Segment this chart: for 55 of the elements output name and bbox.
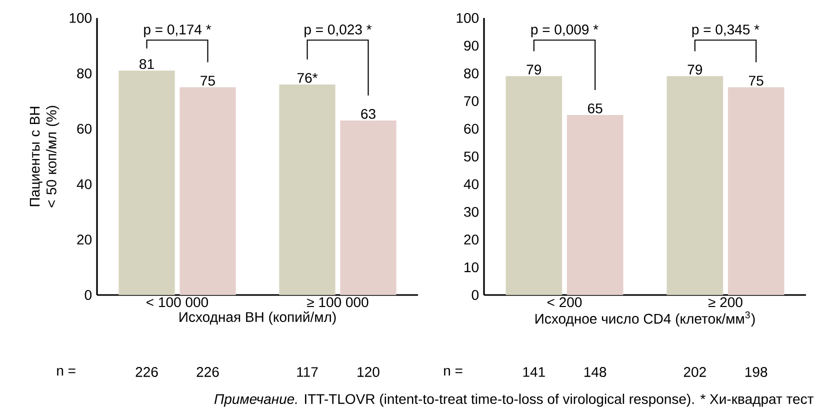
bar — [666, 76, 724, 295]
x-tick-label: < 100 000 — [146, 297, 208, 308]
data-label: 63 — [361, 108, 376, 119]
y-axis-title: Пациенты с ВН < 50 коп/мл (%) — [30, 106, 60, 208]
y-tick-label: 40 — [76, 179, 92, 190]
y-tick-label: 10 — [464, 262, 479, 272]
y-tick-label: 70 — [464, 96, 479, 106]
y-tick-label: 100 — [70, 13, 92, 23]
bar — [728, 87, 784, 295]
y-tick-label: 60 — [464, 124, 479, 134]
data-label: 65 — [588, 103, 602, 114]
annotation: p = 0,023 * — [304, 24, 372, 38]
text: n = — [444, 368, 462, 376]
x-axis-title: Исходная ВН (копий/мл) — [180, 311, 336, 325]
text: 120 — [358, 367, 380, 377]
data-label: 79 — [526, 64, 542, 75]
text: n = — [57, 368, 76, 376]
y-tick-label: 40 — [464, 179, 479, 190]
bar — [118, 70, 175, 295]
y-tick-label: 80 — [77, 68, 92, 78]
y-tick-label: 20 — [464, 234, 479, 245]
y-tick-label: 90 — [464, 40, 479, 51]
data-label: 76* — [297, 72, 318, 83]
y-tick-label: 60 — [77, 124, 92, 134]
x-tick-label: < 200 — [547, 297, 582, 308]
text: Примечание. ITT-TLOVR (intent-to-treat time-to-loss of virological response). * Хи-квадрат тест — [214, 394, 814, 407]
x-tick-label: ≥ 100 000 — [307, 297, 368, 308]
annotation: p = 0,174 * — [144, 24, 212, 38]
text: 202 — [684, 367, 706, 377]
bar — [279, 84, 336, 295]
text: 148 — [584, 367, 606, 377]
y-tick-label: 80 — [464, 68, 479, 78]
y-tick-label: 30 — [464, 206, 479, 217]
annotation: p = 0,009 * — [531, 24, 598, 38]
text: 198 — [745, 367, 768, 377]
text: 117 — [297, 367, 318, 377]
x-tick-label: ≥ 200 — [708, 297, 742, 308]
annotation: p = 0,345 * — [692, 24, 760, 38]
y-tick-label: 0 — [84, 290, 92, 300]
bar — [340, 120, 396, 295]
text: 141 — [523, 367, 545, 377]
x-axis-title: Исходное число CD4 (клеток/мм$^{3}$) — [536, 311, 755, 326]
data-label: 75 — [749, 76, 764, 86]
text: 226 — [136, 367, 158, 377]
bar — [566, 114, 624, 295]
data-label: 81 — [140, 59, 154, 70]
y-tick-label: 100 — [456, 13, 479, 23]
text: 226 — [196, 367, 219, 377]
bar — [180, 87, 236, 295]
y-tick-label: 50 — [464, 152, 479, 162]
y-tick-label: 20 — [77, 234, 92, 245]
data-label: 75 — [200, 76, 215, 86]
bar — [506, 76, 562, 295]
data-label: 79 — [688, 64, 702, 75]
y-tick-label: 0 — [472, 290, 479, 300]
